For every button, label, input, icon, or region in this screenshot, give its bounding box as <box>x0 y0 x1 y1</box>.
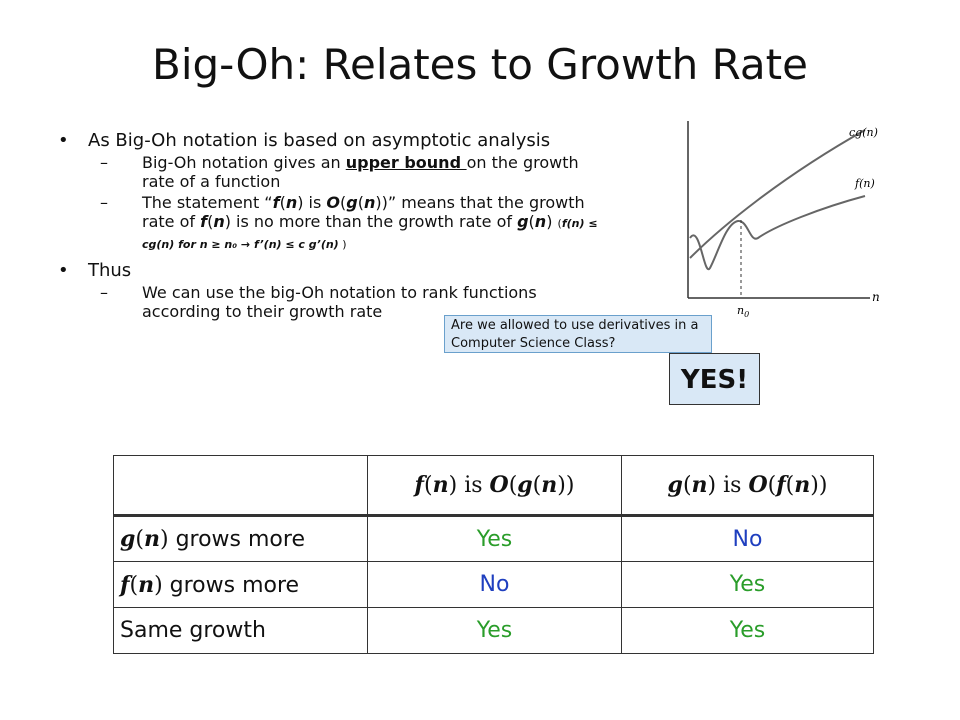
derivative-note: (f(n) ≤ cg(n) for n ≥ n₀ → f’(n) ≤ c g’(… <box>142 217 598 251</box>
cg-curve <box>689 129 866 259</box>
row-label-same-growth: Same growth <box>113 607 368 654</box>
table-row: g(n) grows more Yes No <box>113 514 874 562</box>
yes-answer-box: YES! <box>669 353 760 405</box>
subbullet-upper-bound: Big-Oh notation gives an upper bound on … <box>58 153 598 191</box>
derivative-formula: f(n) ≤ cg(n) for n ≥ n₀ → f’(n) ≤ c g’(n… <box>142 217 598 251</box>
n0-label-n: n <box>737 304 744 317</box>
growth-rate-graph: cg(n) f(n) n0 n <box>687 121 880 318</box>
bullet-thus: Thus <box>58 260 598 281</box>
f-curve <box>689 195 866 271</box>
hdr-var: O <box>748 472 768 498</box>
n0-label-sub: 0 <box>744 310 749 318</box>
row-label-f-grows: f(n) grows more <box>113 561 368 608</box>
hdr-var: f <box>414 472 425 498</box>
growth-comparison-table: f(n) is O(g(n)) g(n) is O(f(n)) g(n) gro… <box>113 455 874 654</box>
var-n: n <box>534 212 547 231</box>
table-row: f(n) grows more No Yes <box>113 561 874 608</box>
hdr-var: g <box>667 472 683 498</box>
stmt-open: The statement “ <box>142 193 273 212</box>
subbullet-statement: The statement “f(n) is O(g(n))” means th… <box>58 193 598 254</box>
derivatives-callout: Are we allowed to use derivatives in a C… <box>444 315 712 353</box>
subbullet-text: We can use the big-Oh notation to rank f… <box>142 283 537 321</box>
var-f: f <box>272 193 280 212</box>
hdr-var: n <box>691 472 708 498</box>
hdr-var: n <box>794 472 811 498</box>
var-n: n <box>285 193 298 212</box>
hdr-var: n <box>432 472 449 498</box>
hdr-var: O <box>489 472 509 498</box>
cell-no: No <box>621 514 874 562</box>
var-n: n <box>363 193 376 212</box>
stmt-is: is <box>303 193 327 212</box>
row-label-text: grows more <box>168 527 305 552</box>
hdr-is: is <box>457 473 490 498</box>
table-header-row: f(n) is O(g(n)) g(n) is O(f(n)) <box>113 455 874 516</box>
var-f: f <box>200 212 208 231</box>
bullet-text: As Big-Oh notation is based on asymptoti… <box>88 130 551 151</box>
hdr-var: n <box>541 472 558 498</box>
slide-title: Big-Oh: Relates to Growth Rate <box>152 40 808 89</box>
bullet-asymptotic: As Big-Oh notation is based on asymptoti… <box>58 130 598 151</box>
row-var: g <box>120 526 136 552</box>
row-label-text: grows more <box>162 572 300 598</box>
row-var: n <box>138 571 155 598</box>
hdr-var: g <box>517 472 533 498</box>
hdr-var: f <box>776 472 786 498</box>
subbullet-text-end: on the growth rate of a function <box>142 153 579 191</box>
stmt-mid: ” means that the growth rate of <box>142 193 585 231</box>
bullet-list: As Big-Oh notation is based on asymptoti… <box>58 130 598 323</box>
stmt-tail: is no more than the growth rate of <box>230 212 518 231</box>
subbullet-rank: We can use the big-Oh notation to rank f… <box>58 283 598 321</box>
header-g-is-O-f: g(n) is O(f(n)) <box>621 455 874 516</box>
cg-label: cg(n) <box>849 126 878 139</box>
var-n: n <box>213 212 225 231</box>
table-row: Same growth Yes Yes <box>113 607 874 654</box>
x-label: n <box>872 290 880 304</box>
var-g: g <box>346 193 358 212</box>
n0-label: n0 <box>737 304 749 318</box>
header-f-is-O-g: f(n) is O(g(n)) <box>367 455 622 516</box>
cell-yes: Yes <box>621 607 874 654</box>
hdr-is: is <box>716 473 749 498</box>
table-corner-cell <box>113 455 368 516</box>
var-g: g <box>517 212 529 231</box>
cell-yes: Yes <box>367 607 622 654</box>
cell-yes: Yes <box>621 561 874 608</box>
upper-bound-text: upper bound <box>345 153 467 172</box>
row-var: f <box>120 571 130 598</box>
f-label: f(n) <box>854 177 875 190</box>
cell-yes: Yes <box>367 514 622 562</box>
cell-no: No <box>367 561 622 608</box>
bullet-text: Thus <box>88 260 132 281</box>
row-label-g-grows: g(n) grows more <box>113 514 368 562</box>
var-O: O <box>326 193 341 212</box>
row-var: n <box>143 526 160 552</box>
subbullet-text: Big-Oh notation gives an <box>142 153 346 172</box>
